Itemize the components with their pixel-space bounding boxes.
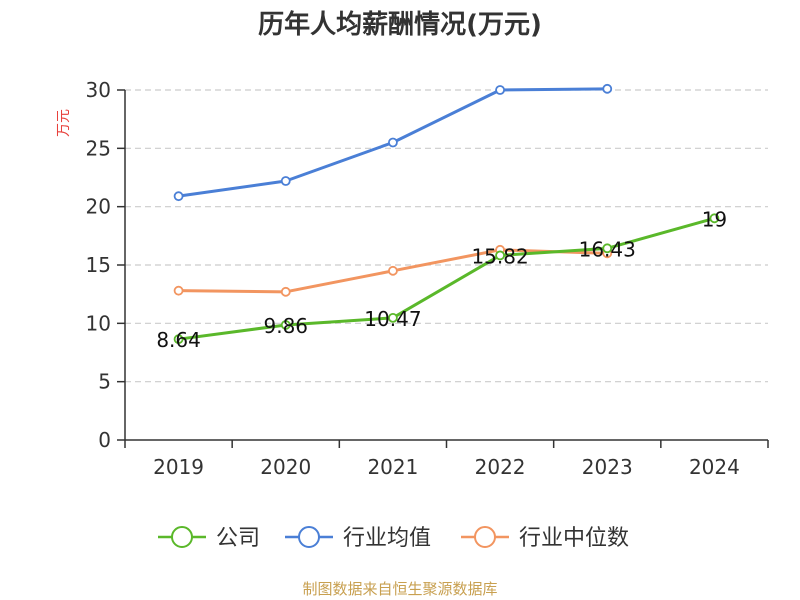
data-point bbox=[495, 250, 505, 261]
data-point bbox=[602, 243, 613, 254]
x-tick-label: 2019 bbox=[153, 455, 204, 479]
data-point bbox=[280, 286, 291, 297]
data-label: 10.47 bbox=[364, 307, 421, 331]
legend-item-2[interactable]: 行业中位数 bbox=[461, 526, 629, 551]
series-1 bbox=[173, 83, 613, 202]
data-point bbox=[388, 312, 398, 323]
legend-label: 行业均值 bbox=[343, 526, 431, 551]
y-tick-label: 30 bbox=[86, 78, 111, 102]
series-line bbox=[178, 216, 715, 341]
series-2 bbox=[173, 244, 613, 297]
legend-marker bbox=[298, 526, 320, 548]
data-label: 16.43 bbox=[579, 237, 636, 261]
legend[interactable]: 公司 行业均值 行业中位数 bbox=[158, 526, 629, 551]
series-lines bbox=[173, 83, 720, 345]
legend-item-0[interactable]: 公司 bbox=[158, 526, 260, 551]
x-tick-label: 2021 bbox=[367, 455, 418, 479]
legend-label: 行业中位数 bbox=[519, 526, 629, 551]
grid-lines bbox=[125, 89, 768, 383]
legend-item-1[interactable]: 行业均值 bbox=[285, 526, 431, 551]
data-point bbox=[388, 137, 398, 148]
source-note: 制图数据来自恒生聚源数据库 bbox=[302, 580, 497, 598]
data-label: 19 bbox=[702, 207, 727, 231]
data-labels: 8.64 9.86 10.47 15.82 16.43 19 bbox=[156, 207, 727, 352]
data-point bbox=[173, 191, 184, 202]
data-point bbox=[280, 320, 291, 330]
x-tick-label: 2020 bbox=[260, 455, 311, 479]
legend-marker bbox=[171, 526, 193, 548]
data-point bbox=[388, 265, 398, 276]
chart-title: 历年人均薪酬情况(万元) bbox=[258, 9, 542, 40]
legend-marker bbox=[474, 526, 496, 548]
axes: 0 5 10 15 20 25 30 2019 2020 2021 2022 2023 2024 bbox=[86, 78, 769, 479]
y-axis-label: 万元 bbox=[56, 109, 72, 137]
legend-label: 公司 bbox=[216, 526, 260, 551]
series-0 bbox=[173, 213, 720, 345]
y-tick-label: 5 bbox=[98, 370, 111, 394]
data-point bbox=[173, 334, 184, 345]
y-tick-label: 25 bbox=[86, 136, 111, 160]
y-tick-label: 0 bbox=[98, 428, 111, 452]
x-tick-label: 2024 bbox=[689, 455, 740, 479]
data-point bbox=[709, 213, 720, 224]
data-point bbox=[280, 176, 291, 186]
data-label: 8.64 bbox=[156, 328, 201, 352]
data-point bbox=[602, 83, 613, 94]
y-tick-label: 15 bbox=[86, 253, 111, 277]
x-tick-label: 2023 bbox=[582, 455, 633, 479]
data-label: 9.86 bbox=[263, 314, 308, 338]
y-tick-label: 20 bbox=[86, 195, 111, 219]
data-label: 15.82 bbox=[471, 244, 528, 268]
x-tick-label: 2022 bbox=[475, 455, 526, 479]
data-point bbox=[495, 85, 505, 95]
data-point bbox=[173, 285, 184, 296]
y-tick-label: 10 bbox=[86, 311, 111, 335]
